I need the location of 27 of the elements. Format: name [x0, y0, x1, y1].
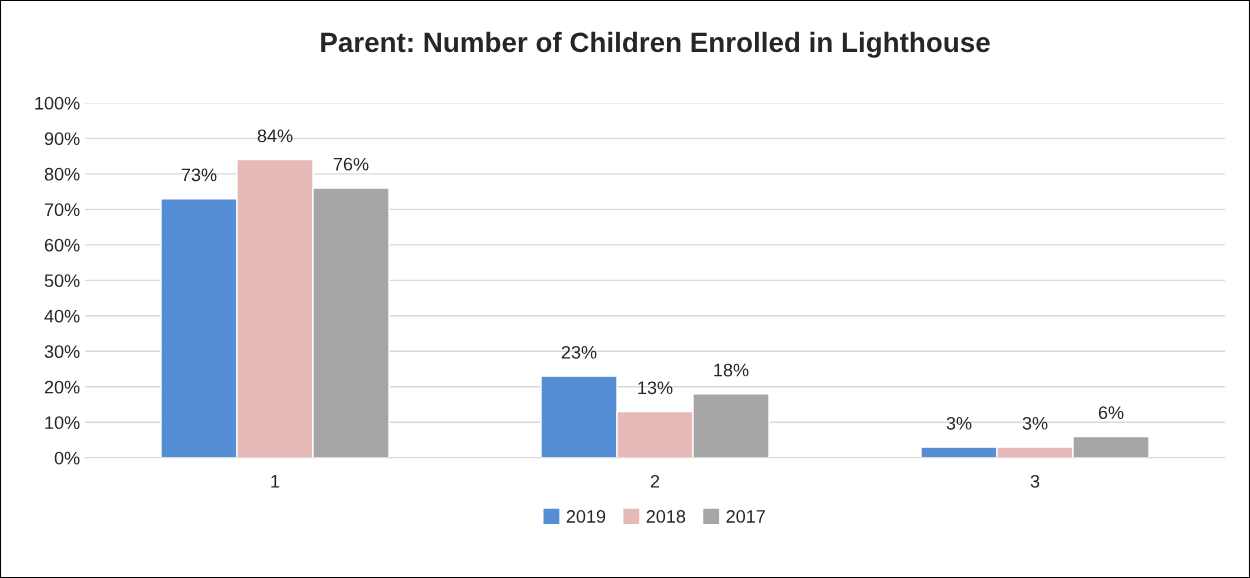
legend-label: 2019	[566, 510, 606, 523]
chart-title: Parent: Number of Children Enrolled in Lighthouse	[321, 31, 990, 58]
x-tick-label: 2	[650, 474, 660, 488]
text: 76%	[333, 157, 369, 171]
y-tick-label: 60%	[44, 238, 80, 252]
y-tick-label: 30%	[44, 345, 80, 359]
text: 84%	[257, 129, 293, 143]
text: 3%	[1022, 416, 1048, 430]
y-tick-label: 0%	[54, 451, 80, 465]
text: 73%	[181, 168, 217, 182]
text: 3%	[946, 416, 972, 430]
text: 23%	[561, 345, 597, 359]
y-tick-label: 90%	[44, 132, 80, 146]
legend-label: 2017	[726, 510, 765, 523]
y-tick-label: 40%	[44, 309, 80, 323]
text: 13%	[638, 381, 673, 395]
y-tick-label: 20%	[44, 380, 80, 394]
y-tick-label: 50%	[44, 274, 80, 288]
y-tick-label: 10%	[45, 416, 80, 430]
y-tick-label: 80%	[44, 167, 80, 181]
text: 18%	[714, 363, 749, 377]
x-tick-label: 1	[271, 475, 280, 488]
legend-label: 2018	[646, 510, 686, 523]
text: 6%	[1098, 406, 1124, 420]
y-tick-label: 70%	[44, 203, 80, 217]
y-tick-label: 100%	[35, 96, 80, 110]
x-tick-label: 3	[1030, 474, 1040, 488]
